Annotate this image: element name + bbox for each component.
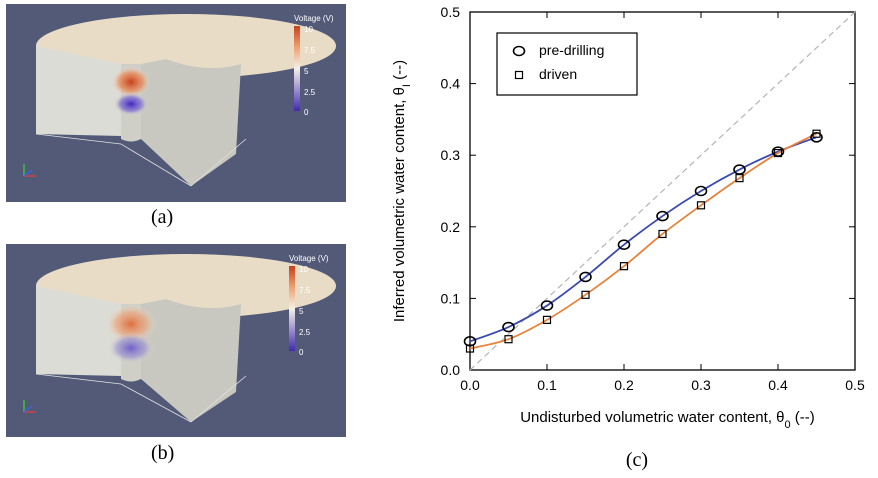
colorbar-tick: 2.5: [299, 328, 311, 337]
data-point-driven: [696, 201, 706, 210]
legend-title-a: Voltage (V): [294, 14, 334, 23]
data-point-pre-drilling: [656, 210, 669, 222]
panel-label-a: (a): [151, 206, 174, 228]
legend-marker-driven: [514, 70, 524, 80]
colorbar-tick: 7.5: [304, 46, 316, 55]
data-point-driven: [658, 229, 667, 239]
y-tick-label: 0.3: [441, 147, 461, 163]
data-point-pre-drilling: [617, 239, 631, 250]
legend-title-b: Voltage (V): [289, 254, 329, 263]
high-voltage-zone-b: [105, 304, 157, 344]
data-point-driven: [504, 335, 513, 344]
data-point-driven: [619, 262, 629, 271]
low-voltage-zone-b: [107, 332, 155, 364]
y-tick-label: 0.5: [441, 4, 461, 20]
data-point-driven: [542, 315, 552, 324]
colorbar-a: [294, 26, 300, 111]
legend-label-driven: driven: [539, 66, 577, 82]
x-tick-label: 0.0: [460, 377, 480, 393]
legend-box: [496, 32, 638, 96]
simulation-render-a: Voltage (V) 10 7.5 5 2.5 0: [23, 14, 336, 187]
colorbar-tick: 7.5: [299, 286, 311, 295]
data-point-pre-drilling: [502, 321, 515, 333]
axis-triad-b: [23, 400, 36, 413]
panel-label-b: (b): [151, 442, 175, 464]
chart-panel-c: 0.0 0.1 0.2 0.3 0.4 0.5 0.0 0.1 0.2 0.3 0.4 0.5 pre…: [360, 0, 878, 473]
data-point-pre-drilling: [694, 185, 708, 197]
colorbar-tick: 2.5: [304, 88, 316, 97]
legend-label-pre-drilling: pre-drilling: [539, 42, 604, 58]
y-tick-label: 0.1: [441, 290, 461, 306]
data-point-pre-drilling: [810, 132, 823, 143]
plot-area: [469, 11, 856, 371]
panel-label-c: (c): [626, 449, 648, 471]
colorbar-tick: 10: [299, 265, 308, 274]
simulation-panel-b: Voltage (V) 10 7.5 5 2.5 0: [6, 244, 346, 437]
simulation-panel-a: Voltage (V) 10 7.5 5 2.5 0: [6, 4, 346, 202]
water-content-chart: 0.0 0.1 0.2 0.3 0.4 0.5 0.0 0.1 0.2 0.3 0.4 0.5 pre…: [391, 4, 865, 471]
data-point-pre-drilling: [463, 336, 477, 347]
data-point-driven: [735, 174, 744, 183]
colorbar-tick: 0: [304, 108, 309, 117]
cylinder-cut-face-a: [141, 59, 241, 186]
y-tick-label: 0.0: [441, 362, 461, 378]
data-point-pre-drilling: [540, 300, 554, 311]
x-tick-label: 0.5: [845, 377, 865, 393]
colorbar-tick: 5: [299, 307, 304, 316]
high-voltage-zone-a: [111, 66, 151, 98]
colorbar-tick: 0: [299, 348, 304, 357]
cylinder-side-b: [36, 286, 121, 376]
simulation-render-b: Voltage (V) 10 7.5 5 2.5 0: [23, 254, 336, 423]
cylinder-side-a: [36, 46, 121, 136]
y-axis-label: Inferred volumetric water content, θI (-…: [391, 60, 413, 322]
data-point-driven: [465, 344, 475, 353]
colorbar-tick: 10: [304, 25, 313, 34]
data-point-driven: [773, 148, 783, 158]
axis-triad-a: [23, 164, 36, 177]
cylinder-cut-face-b: [141, 299, 241, 422]
x-axis-label: Undisturbed volumetric water content, θ0…: [520, 409, 815, 431]
colorbar-b: [289, 266, 295, 351]
colorbar-tick: 5: [304, 67, 309, 76]
legend-marker-pre-drilling: [512, 45, 526, 57]
data-point-driven: [581, 290, 590, 299]
series-line-pre-drilling: [469, 136, 817, 343]
data-point-pre-drilling: [579, 271, 592, 283]
data-point-driven: [812, 129, 821, 138]
x-tick-label: 0.3: [691, 377, 711, 393]
x-tick-label: 0.1: [537, 377, 557, 393]
y-tick-label: 0.2: [441, 219, 461, 235]
series-line-driven: [469, 132, 817, 350]
x-tick-label: 0.4: [768, 377, 788, 393]
y-tick-label: 0.4: [441, 76, 461, 92]
one-to-one-line: [469, 11, 856, 371]
x-tick-label: 0.2: [614, 377, 634, 393]
low-voltage-zone-a: [113, 92, 149, 116]
